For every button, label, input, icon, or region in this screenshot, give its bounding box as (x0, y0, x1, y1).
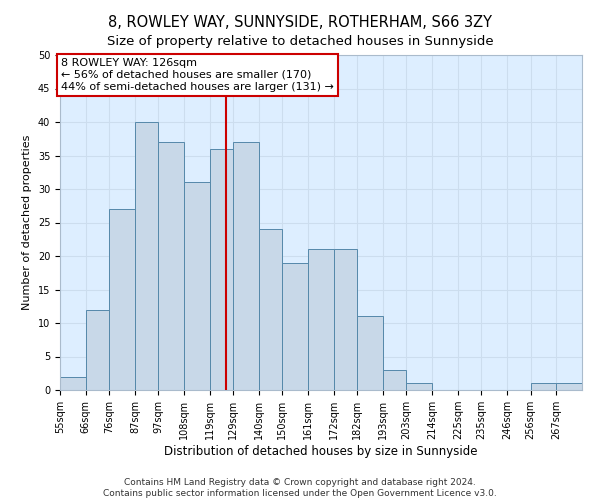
Bar (530, 384, 556, 390)
Bar (383, 370, 406, 390)
Bar (357, 316, 383, 390)
Bar (308, 250, 334, 390)
Bar (406, 384, 432, 390)
Bar (556, 384, 582, 390)
Bar (86, 310, 109, 390)
Text: 8, ROWLEY WAY, SUNNYSIDE, ROTHERHAM, S66 3ZY: 8, ROWLEY WAY, SUNNYSIDE, ROTHERHAM, S66… (108, 15, 492, 30)
Bar (158, 142, 184, 390)
Bar (135, 122, 158, 390)
Bar (184, 182, 210, 390)
Bar (283, 262, 308, 390)
Text: 8 ROWLEY WAY: 126sqm
← 56% of detached houses are smaller (170)
44% of semi-deta: 8 ROWLEY WAY: 126sqm ← 56% of detached h… (61, 58, 334, 92)
Bar (60, 376, 86, 390)
Bar (233, 142, 259, 390)
Bar (210, 149, 233, 390)
Text: Contains HM Land Registry data © Crown copyright and database right 2024.
Contai: Contains HM Land Registry data © Crown c… (103, 478, 497, 498)
X-axis label: Distribution of detached houses by size in Sunnyside: Distribution of detached houses by size … (164, 445, 478, 458)
Bar (259, 229, 283, 390)
Y-axis label: Number of detached properties: Number of detached properties (22, 135, 32, 310)
Bar (109, 209, 135, 390)
Bar (334, 250, 357, 390)
Text: Size of property relative to detached houses in Sunnyside: Size of property relative to detached ho… (107, 35, 493, 48)
